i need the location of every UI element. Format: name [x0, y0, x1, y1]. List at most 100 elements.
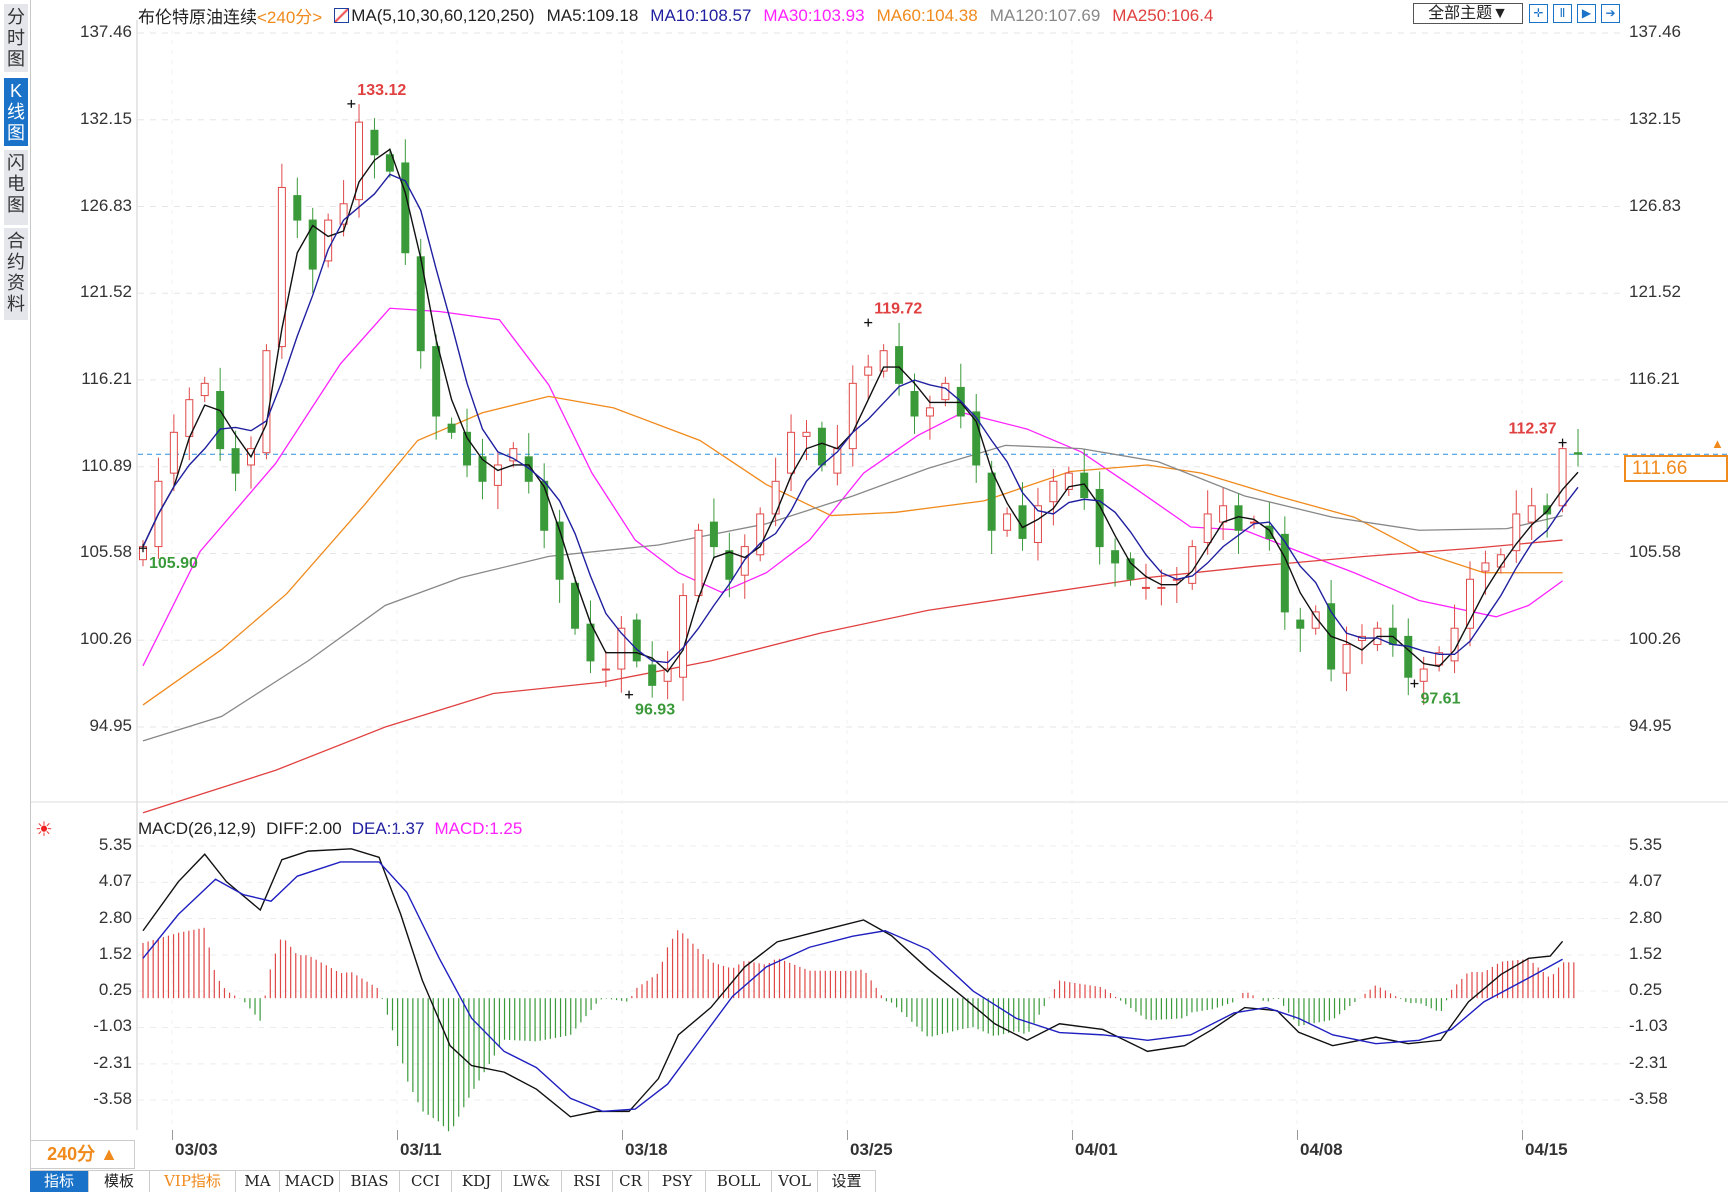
indicator-tab-3[interactable]: MA	[236, 1171, 280, 1192]
macd-axis-label: 2.80	[1629, 907, 1663, 927]
extreme-marker-icon	[625, 690, 634, 699]
theme-dropdown[interactable]: 全部主题▼	[1413, 3, 1523, 24]
price-axis-label: 137.46	[1629, 22, 1681, 41]
candle-up	[1558, 448, 1567, 507]
instrument-title: 布伦特原油连续	[138, 8, 257, 27]
candle-down	[571, 582, 580, 629]
price-marker-icon: ▲	[1711, 436, 1724, 451]
price-axis-label: 94.95	[89, 716, 132, 735]
candle-down	[1280, 533, 1289, 613]
candle-up	[1219, 505, 1228, 523]
indicator-tab-6[interactable]: CCI	[400, 1171, 452, 1192]
period-label[interactable]: <240分>	[257, 8, 323, 27]
period-selector[interactable]: 240分 ▲	[30, 1140, 135, 1169]
indicator-tab-11[interactable]: PSY	[649, 1171, 706, 1192]
price-axis-label: 110.89	[81, 455, 132, 475]
current-price-label: 111.66	[1624, 455, 1728, 482]
candle-up	[787, 431, 796, 474]
diff-line	[142, 848, 1564, 1118]
candle-up	[339, 203, 348, 225]
macd-diff: DIFF:2.00	[266, 819, 342, 838]
zoom-range-icon[interactable]: Ⅱ	[1553, 4, 1572, 23]
view-tab-3[interactable]: 合约资料	[4, 228, 28, 320]
extreme-label: 96.93	[635, 702, 675, 719]
indicator-settings-icon[interactable]: ☀	[35, 819, 53, 841]
indicator-tab-10[interactable]: CR	[613, 1171, 649, 1192]
date-tick	[847, 1130, 848, 1140]
view-tab-1[interactable]: K线图	[4, 78, 28, 146]
macd-header: MACD(26,12,9) DIFF:2.00 DEA:1.37 MACD:1.…	[138, 819, 522, 839]
extreme-label: 105.90	[149, 555, 198, 572]
price-axis-label: 116.21	[1629, 368, 1680, 388]
indicator-tab-0[interactable]: 指标	[30, 1171, 89, 1192]
candle-up	[941, 382, 950, 401]
ma-indicator-icon[interactable]	[334, 8, 350, 23]
macd-dea: DEA:1.37	[351, 819, 425, 838]
candle-up	[1203, 513, 1212, 544]
candle-up	[756, 513, 765, 556]
candle-down	[216, 391, 225, 450]
ma-value-5: MA250:106.4	[1112, 5, 1214, 25]
macd-axis-label: -1.03	[93, 1016, 132, 1036]
candle-up	[1003, 513, 1012, 531]
macd-axis-label: -2.31	[93, 1052, 132, 1072]
dea-line	[142, 861, 1563, 1113]
indicator-tab-14[interactable]: 设置	[818, 1171, 876, 1192]
candle-up	[679, 595, 688, 678]
view-tab-0[interactable]: 分时图	[4, 4, 28, 72]
play-forward-icon[interactable]: ▶	[1577, 4, 1596, 23]
ma-value-4: MA120:107.69	[989, 5, 1101, 25]
go-latest-icon[interactable]: ➔	[1601, 4, 1620, 23]
candle-up	[509, 448, 518, 462]
candle-down	[308, 219, 317, 270]
macd-axis-label: 4.07	[98, 871, 132, 891]
candle-up	[355, 121, 364, 201]
macd-axis-label: 0.25	[1629, 980, 1663, 1000]
candle-down	[817, 427, 826, 466]
price-axis-label: 100.26	[1629, 629, 1681, 649]
macd-axis-label: 5.35	[98, 835, 132, 854]
indicator-tab-13[interactable]: VOL	[772, 1171, 818, 1192]
view-tab-2[interactable]: 闪电图	[4, 150, 28, 225]
extreme-marker-icon	[864, 318, 873, 327]
candle-down	[987, 472, 996, 531]
candle-up	[1141, 586, 1150, 589]
candle-up	[663, 668, 672, 682]
candle-down	[1265, 525, 1274, 539]
indicator-tab-8[interactable]: LW&	[502, 1171, 562, 1192]
candle-down	[1126, 558, 1135, 580]
indicator-tab-12[interactable]: BOLL	[706, 1171, 772, 1192]
extreme-label: 97.61	[1420, 691, 1460, 708]
date-label: 03/18	[625, 1140, 668, 1159]
candle-up	[1033, 505, 1042, 544]
candle-up	[1311, 611, 1320, 629]
price-axis-label: 105.58	[80, 542, 132, 562]
candle-up	[1419, 668, 1428, 682]
ma-params: MA(5,10,30,60,120,250)	[351, 5, 535, 25]
indicator-tab-1[interactable]: 模板	[89, 1171, 150, 1192]
date-label: 04/01	[1075, 1140, 1118, 1159]
crosshair-icon[interactable]: ✛	[1529, 4, 1548, 23]
candle-down	[972, 411, 981, 466]
extreme-label: 119.72	[874, 301, 922, 318]
candle-down	[447, 423, 456, 433]
macd-axis-label: 4.07	[1629, 871, 1663, 891]
indicator-tab-7[interactable]: KDJ	[452, 1171, 502, 1192]
candle-down	[632, 619, 641, 662]
candle-up	[262, 350, 271, 454]
price-axis-label: 105.58	[1629, 542, 1681, 562]
macd-axis-label: -3.58	[1629, 1089, 1668, 1108]
indicator-tab-9[interactable]: RSI	[562, 1171, 613, 1192]
candle-down	[370, 129, 379, 156]
indicator-tab-2[interactable]: VIP指标	[150, 1171, 236, 1192]
indicator-tab-4[interactable]: MACD	[280, 1171, 340, 1192]
candle-up	[864, 366, 873, 376]
candle-up	[925, 407, 934, 417]
candle-up	[1064, 472, 1073, 490]
date-tick	[622, 1130, 623, 1140]
chart-header: 布伦特原油连续 <240分> MA(5,10,30,60,120,250) MA…	[138, 3, 1213, 28]
extreme-marker-icon	[347, 99, 356, 108]
candle-down	[895, 346, 904, 384]
indicator-tab-5[interactable]: BIAS	[340, 1171, 400, 1192]
